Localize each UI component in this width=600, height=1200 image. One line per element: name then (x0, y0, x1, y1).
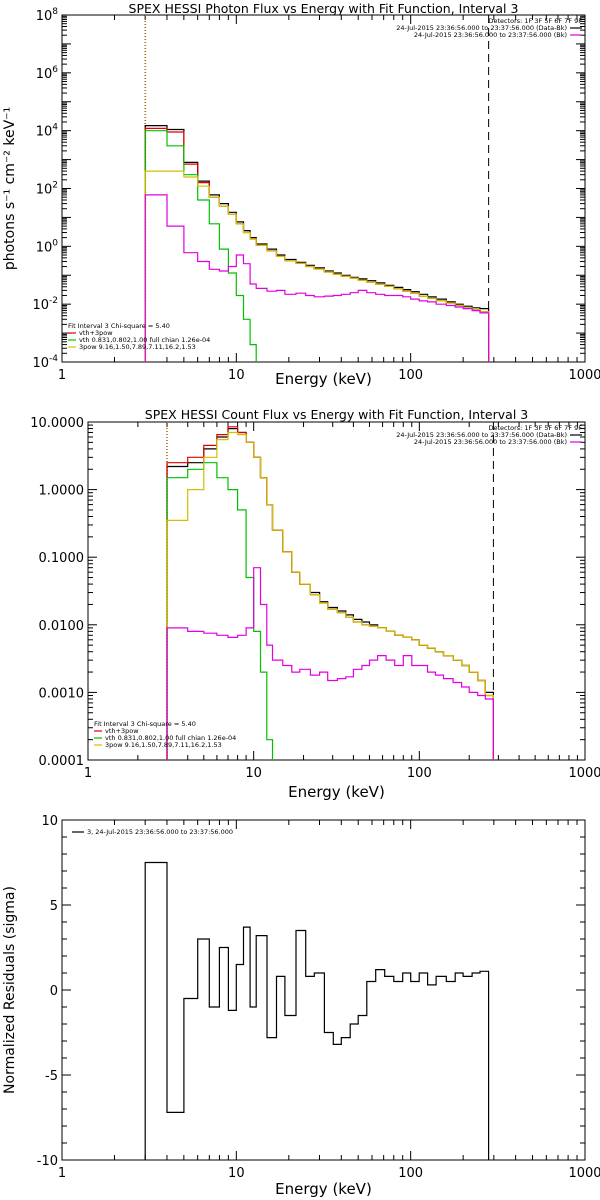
y-tick-label: 106 (36, 65, 59, 82)
y-tick-label: 100 (36, 238, 59, 255)
y-tick-label: 10-4 (32, 354, 58, 371)
y-tick-label: 0.0001 (39, 754, 85, 769)
legend-entry: 3pow 9.16,1.50,7.89,7.11,16.2,1.53 (79, 343, 196, 351)
y-tick-label: -5 (45, 1069, 58, 1084)
plot-frame (61, 14, 586, 363)
plot-frame (61, 819, 586, 1161)
y-tick-label: 102 (36, 181, 58, 198)
y-tick-label: 1.0000 (39, 484, 85, 499)
x-tick-label: 10 (228, 368, 245, 383)
legend-entry: 24-Jul-2015 23:36:56.000 to 23:37:56.000… (414, 438, 567, 446)
series-line-1 (144, 861, 490, 1160)
x-tick-label: 1000 (568, 766, 600, 781)
x-tick-label: 100 (398, 368, 423, 383)
series-line-5 (166, 567, 494, 760)
chart-title: SPEX HESSI Photon Flux vs Energy with Fi… (129, 1, 519, 16)
series-line-4 (144, 170, 490, 362)
x-tick-label: 1000 (568, 368, 600, 383)
x-tick-label: 1000 (568, 1166, 600, 1181)
y-tick-label: 108 (36, 7, 59, 24)
legend-header: Detectors: 1F 3F 5F 6F 7F 9F (488, 424, 582, 432)
y-tick-label: 10-2 (32, 296, 58, 313)
legend-entry: 24-Jul-2015 23:36:56.000 to 23:37:56.000… (414, 31, 567, 39)
series-line-5 (144, 194, 490, 362)
series-line-2 (166, 426, 494, 760)
x-axis-label: Energy (keV) (275, 1180, 372, 1198)
y-tick-label: 0.0010 (39, 686, 85, 701)
x-tick-label: 100 (398, 1166, 423, 1181)
panel-2: 1 10 100 1000 0.0001 0.0010 0.0100 0.1000 1.0000… (30, 407, 600, 801)
x-tick-label: 1 (58, 1166, 66, 1181)
x-tick-label: 100 (407, 766, 432, 781)
legend-entry: 24-Jul-2015 23:36:56.000 to 23:37:56.000… (396, 24, 567, 32)
series-line-1 (166, 428, 494, 760)
x-tick-label: 10 (228, 1166, 245, 1181)
panel-3: 1 10 100 1000 -10 -5 0 5 10 Energy (keV) Normalize… (2, 814, 600, 1198)
legend-entry: vth 0.831,0.802,1.00 full chian 1.26e-04 (79, 336, 210, 344)
series-line-3 (144, 130, 257, 362)
legend-entry: 3, 24-Jul-2015 23:36:56.000 to 23:37:56.… (87, 828, 233, 836)
y-axis-label: photons s⁻¹ cm⁻² keV⁻¹ (2, 107, 18, 270)
fit-info-text: Fit Interval 3 Chi-square = 5.40 (68, 322, 170, 330)
x-tick-label: 1 (58, 368, 66, 383)
chart-title: SPEX HESSI Count Flux vs Energy with Fit… (145, 407, 528, 422)
legend-entry: vth+3pow (105, 727, 139, 735)
series-line-1 (144, 125, 490, 362)
series-line-3 (166, 462, 274, 760)
x-axis-label: Energy (keV) (288, 783, 385, 801)
legend-entry: vth 0.831,0.802,1.00 full chian 1.26e-04 (105, 734, 236, 742)
y-tick-label: -10 (37, 1154, 58, 1169)
legend-entry: 3pow 9.16,1.50,7.89,7.11,16.2,1.53 (105, 741, 222, 749)
y-tick-label: 0.1000 (39, 551, 85, 566)
y-tick-label: 104 (36, 123, 59, 140)
plot-frame (87, 421, 586, 761)
y-tick-label: 0 (50, 984, 58, 999)
legend-header: Detectors: 1F 3F 5F 6F 7F 9F (488, 17, 582, 25)
panel-1: 1 10 100 1000 10-4 10-2 100 102 104 106 108 SPEX HE… (2, 1, 600, 388)
y-tick-label: 5 (50, 899, 58, 914)
y-axis-label: Normalized Residuals (sigma) (2, 886, 18, 1094)
y-tick-label: 10.0000 (30, 416, 84, 431)
x-axis-label: Energy (keV) (275, 370, 372, 388)
fit-info-text: Fit Interval 3 Chi-square = 5.40 (94, 720, 196, 728)
x-tick-label: 10 (245, 766, 262, 781)
y-tick-label: 0.0100 (39, 619, 85, 634)
x-tick-label: 1 (84, 766, 92, 781)
y-tick-label: 10 (41, 814, 58, 829)
legend-entry: 24-Jul-2015 23:36:56.000 to 23:37:56.000… (396, 431, 567, 439)
series-line-4 (166, 431, 494, 760)
series-line-2 (144, 127, 490, 362)
legend-entry: vth+3pow (79, 329, 113, 337)
